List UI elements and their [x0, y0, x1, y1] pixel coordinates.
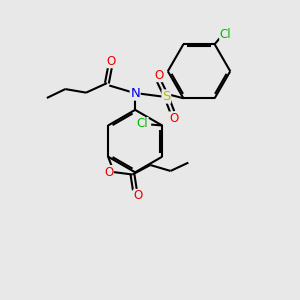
Text: O: O: [104, 166, 113, 178]
Text: O: O: [154, 69, 164, 82]
Text: O: O: [169, 112, 178, 125]
Text: Cl: Cl: [136, 118, 148, 130]
Text: O: O: [134, 189, 143, 203]
Text: N: N: [130, 87, 140, 100]
Text: O: O: [107, 55, 116, 68]
Text: Cl: Cl: [220, 28, 232, 41]
Text: S: S: [162, 90, 170, 103]
